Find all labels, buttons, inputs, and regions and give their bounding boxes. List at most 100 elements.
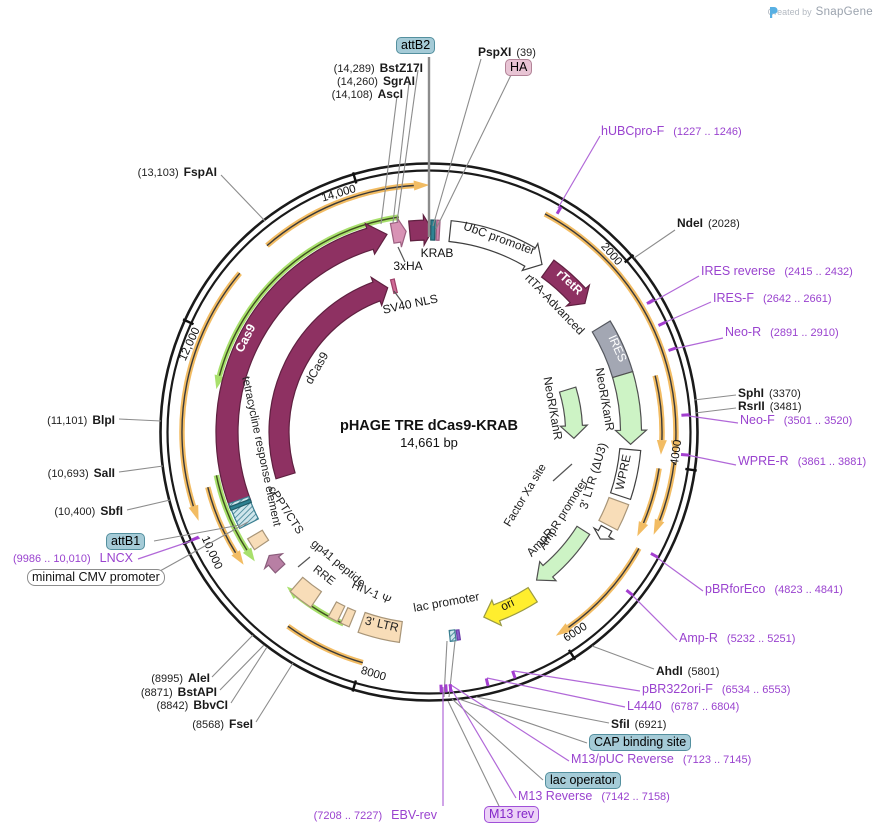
primer-label-lncx[interactable]: (9986 .. 10,010) LNCX <box>13 551 133 565</box>
primer-label-l4440[interactable]: L4440 (6787 .. 6804) <box>627 699 739 713</box>
feature-cppt[interactable] <box>246 529 270 551</box>
feature-ubc-promoter[interactable] <box>448 220 543 272</box>
enzyme-label-pspxi[interactable]: PspXI (39) <box>478 45 536 59</box>
feature-cas9[interactable] <box>215 222 388 510</box>
enzyme-label-bbvci[interactable]: (8842) BbvCI <box>157 698 228 712</box>
enzyme-position: (5801) <box>687 666 720 678</box>
primer-site-tick-13 <box>190 535 200 542</box>
feature-hiv1-psi-a[interactable] <box>339 606 357 628</box>
callout-line-gray-22 <box>150 521 249 577</box>
feature-sv40-nls[interactable] <box>389 278 399 295</box>
callout-line-gray-16 <box>230 646 268 704</box>
enzyme-label-fsei[interactable]: (8568) FseI <box>192 717 253 731</box>
primer-label-pbrforeco[interactable]: pBRforEco (4823 .. 4841) <box>705 582 843 596</box>
enzyme-position: (11,101) <box>47 415 88 427</box>
feature-neor-kanr-translation[interactable] <box>558 386 589 440</box>
orf-arc-orange-4000a-arrowhead <box>653 518 665 535</box>
primer-label-pbr322ori_f[interactable]: pBR322ori-F (6534 .. 6553) <box>642 682 790 696</box>
callout-line-gray-8 <box>693 394 737 401</box>
enzyme-label-sbfi[interactable]: (10,400) SbfI <box>54 504 123 518</box>
primer-label-wpre_r[interactable]: WPRE-R (3861 .. 3881) <box>738 454 866 468</box>
enzyme-label-blpi[interactable]: (11,101) BlpI <box>47 413 115 427</box>
orf-arc-orange-right-arrowhead <box>670 440 681 457</box>
enzyme-position: (2028) <box>708 218 740 230</box>
feature-badge-ha[interactable]: HA <box>505 59 533 76</box>
feature-lacprom-b[interactable] <box>448 629 457 643</box>
feature-krab[interactable] <box>408 212 434 248</box>
map-label-ha3x[interactable]: 3xHA <box>393 259 422 273</box>
primer-range: (3861 .. 3881) <box>797 456 867 468</box>
callout-line-purple-8 <box>513 670 641 692</box>
feature-badge-cap[interactable]: CAP binding site <box>589 734 692 751</box>
feature-cas9-cap[interactable] <box>228 498 253 512</box>
enzyme-label-ndei[interactable]: NdeI (2028) <box>677 216 740 230</box>
feature-badge-attb1[interactable]: attB1 <box>106 533 146 550</box>
primer-label-ires_f[interactable]: IRES-F (2642 .. 2661) <box>713 291 831 305</box>
enzyme-label-sali[interactable]: (10,693) SalI <box>48 466 115 480</box>
feature-gp41[interactable] <box>263 552 286 574</box>
enzyme-name: RsrII <box>738 399 765 413</box>
map-label-lac_promoter[interactable]: lac promoter <box>412 589 480 614</box>
orf-arc-orange-4000a-core <box>658 462 675 521</box>
primer-label-m13_puc_reverse[interactable]: M13/pUC Reverse (7123 .. 7145) <box>571 752 751 766</box>
primer-label-neo_f[interactable]: Neo-F (3501 .. 3520) <box>740 413 852 427</box>
feature-ori[interactable] <box>482 586 539 627</box>
primer-label-neo_r[interactable]: Neo-R (2891 .. 2910) <box>725 325 839 339</box>
feature-lacprom-a[interactable] <box>455 629 462 641</box>
feature-badge-attb2[interactable]: attB2 <box>396 37 436 54</box>
callout-line-gray-10 <box>591 645 655 670</box>
map-label-hiv1_psi[interactable]: HIV-1 Ψ <box>350 579 393 607</box>
enzyme-position: (14,108) <box>331 89 373 101</box>
enzyme-label-rsrii[interactable]: RsrII (3481) <box>738 399 801 413</box>
snapgene-credit: Created by SnapGene <box>768 6 873 18</box>
feature-badge-m13_rev[interactable]: M13 rev <box>484 806 540 823</box>
enzyme-position: (13,103) <box>137 167 179 179</box>
primer-label-m13_reverse[interactable]: M13 Reverse (7142 .. 7158) <box>518 789 670 803</box>
primer-name: pBR322ori-F <box>642 682 713 696</box>
feature-leader-line-0 <box>397 246 406 263</box>
enzyme-label-fspai[interactable]: (13,103) FspAI <box>138 165 217 179</box>
map-label-ltr3_du3[interactable]: 3' LTR (ΔU3) <box>576 441 609 511</box>
feature-rtetr[interactable] <box>540 259 591 307</box>
enzyme-label-asci[interactable]: (14,108) AscI <box>332 87 403 101</box>
primer-label-amp_r[interactable]: Amp-R (5232 .. 5251) <box>679 631 795 645</box>
enzyme-label-sgrai[interactable]: (14,260) SgrAI <box>337 74 415 88</box>
enzyme-label-sfii[interactable]: SfiI (6921) <box>611 717 666 731</box>
feature-ha3x[interactable] <box>389 217 407 248</box>
feature-badge-lac_operator[interactable]: lac operator <box>545 772 622 789</box>
map-label-krab[interactable]: KRAB <box>421 246 454 260</box>
enzyme-name: SbfI <box>100 504 123 518</box>
feature-hiv1-psi-b[interactable] <box>327 601 346 623</box>
callout-line-gray-15 <box>255 662 294 723</box>
enzyme-label-ahdi[interactable]: AhdI (5801) <box>656 664 719 678</box>
enzyme-name: AleI <box>187 671 210 685</box>
feature-site-ha[interactable] <box>435 219 441 241</box>
primer-label-ebv_rev[interactable]: (7208 .. 7227) EBV-rev <box>314 808 437 822</box>
callout-line-gray-21 <box>118 418 162 422</box>
feature-ampr[interactable] <box>535 525 591 582</box>
feature-neor-kanr[interactable] <box>611 370 649 446</box>
enzyme-label-sphi[interactable]: SphI (3370) <box>738 386 801 400</box>
callout-line-gray-11 <box>475 696 610 724</box>
feature-ltr3[interactable] <box>357 611 403 644</box>
credit-brand: SnapGene <box>815 6 873 18</box>
primer-label-ires_reverse[interactable]: IRES reverse (2415 .. 2432) <box>701 264 853 278</box>
primer-label-hubcpro_f[interactable]: hUBCpro-F (1227 .. 1246) <box>601 124 742 138</box>
feature-ltr3-du3[interactable] <box>598 496 630 531</box>
feature-dcas9[interactable] <box>268 275 389 480</box>
feature-rre[interactable] <box>289 576 323 609</box>
primer-range: (9986 .. 10,010) <box>12 553 91 565</box>
feature-ampr-promoter[interactable] <box>592 524 616 540</box>
map-label-ori[interactable]: ori <box>498 595 516 613</box>
enzyme-label-bstz17i[interactable]: (14,289) BstZ17I <box>334 61 423 75</box>
feature-wpre[interactable] <box>609 448 642 501</box>
feature-badge-min_cmv[interactable]: minimal CMV promoter <box>27 569 165 586</box>
enzyme-label-bstapi[interactable]: (8871) BstAPI <box>141 685 217 699</box>
orf-arc-orange-4000b-arrowhead <box>637 521 649 537</box>
feature-site-attb2[interactable] <box>430 219 436 241</box>
enzyme-label-alei[interactable]: (8995) AleI <box>151 671 210 685</box>
map-label-sv40_nls[interactable]: SV40 NLS <box>381 291 439 316</box>
enzyme-name: SphI <box>738 386 764 400</box>
map-label-factor_xa[interactable]: Factor Xa site <box>502 462 549 529</box>
